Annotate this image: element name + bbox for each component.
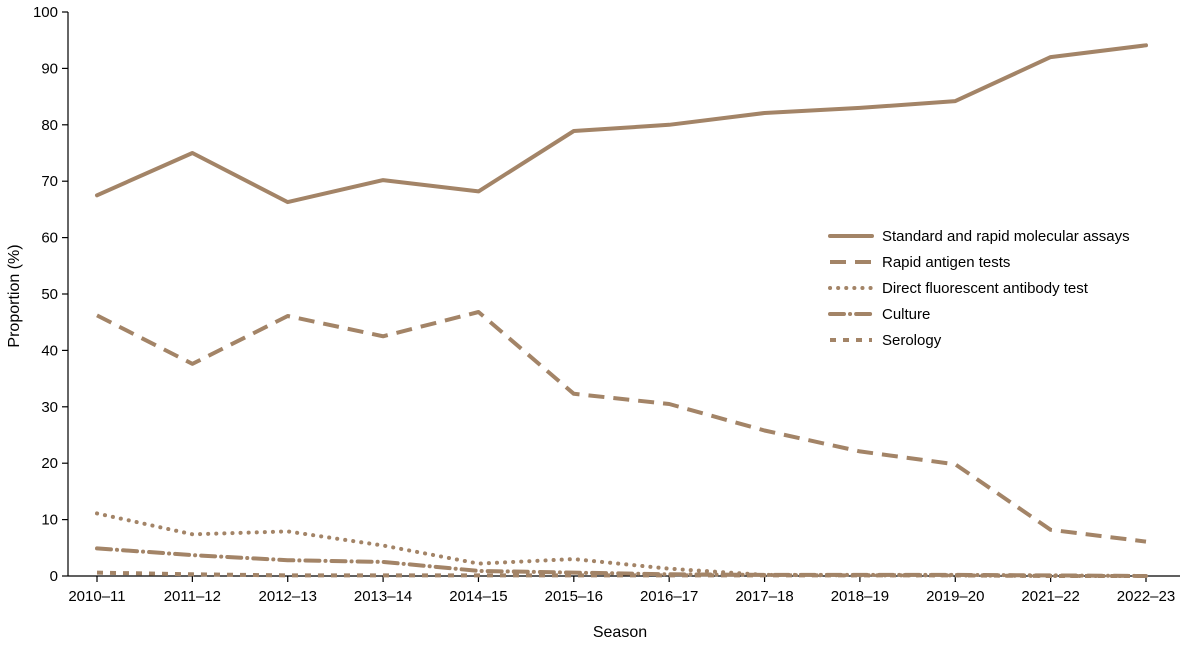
legend-label: Direct fluorescent antibody test	[882, 280, 1089, 297]
series-lines	[95, 43, 1148, 578]
x-axis: 2010–11 2011–12 2012–13 2013–14 2014–15 2015–…	[68, 575, 1180, 605]
y-tick-label: 90	[41, 60, 58, 77]
y-tick-label: 80	[41, 117, 58, 134]
y-tick-label: 40	[41, 342, 58, 359]
series-line-4	[95, 546, 1148, 578]
legend: Standard and rapid molecular assays Rapid…	[828, 228, 1130, 349]
legend-label: Standard and rapid molecular assays	[882, 228, 1130, 245]
y-tick-label: 50	[41, 286, 58, 303]
y-tick-label: 0	[50, 568, 58, 585]
y-tick-label: 100	[33, 4, 58, 21]
x-axis-title: Season	[593, 624, 647, 641]
x-tick-label: 2018–19	[831, 588, 889, 605]
y-axis-title: Proportion (%)	[6, 244, 23, 347]
x-tick-label: 2014–15	[449, 588, 507, 605]
x-tick-label: 2016–17	[640, 588, 698, 605]
y-tick-label: 30	[41, 399, 58, 416]
y-tick-label: 70	[41, 173, 58, 190]
x-tick-label: 2017–18	[735, 588, 793, 605]
y-tick-label: 20	[41, 455, 58, 472]
x-tick-label: 2010–11	[68, 588, 125, 605]
x-tick-label: 2021–22	[1021, 588, 1079, 605]
y-tick-label: 10	[41, 512, 58, 529]
y-axis: 0 10 20 30 40 50 60 70 80 90 100	[33, 4, 69, 585]
x-tick-label: 2012–13	[259, 588, 317, 605]
x-tick-label: 2022–23	[1117, 588, 1175, 605]
y-tick-label: 60	[41, 230, 58, 247]
series-line-5	[96, 570, 1146, 578]
x-tick-label: 2019–20	[926, 588, 984, 605]
legend-label: Rapid antigen tests	[882, 254, 1010, 271]
series-line-2	[96, 310, 1147, 544]
legend-label: Culture	[882, 306, 930, 323]
x-tick-label: 2015–16	[545, 588, 603, 605]
legend-label: Serology	[882, 332, 942, 349]
series-line-1	[95, 43, 1148, 205]
series-line-3	[95, 511, 1148, 578]
x-tick-label: 2011–12	[164, 588, 221, 605]
x-tick-label: 2013–14	[354, 588, 412, 605]
